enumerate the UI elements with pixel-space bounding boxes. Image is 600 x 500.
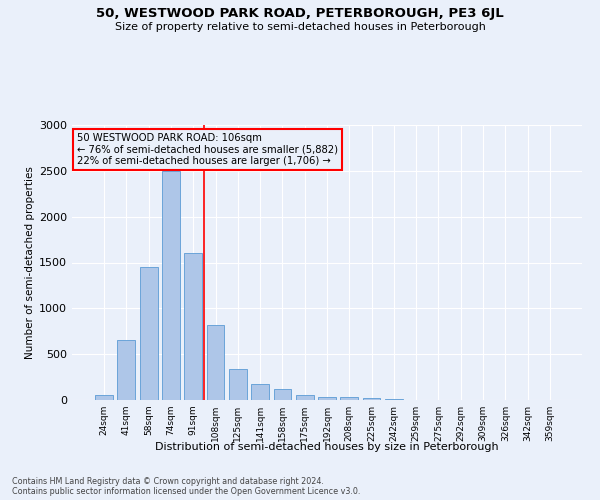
Y-axis label: Number of semi-detached properties: Number of semi-detached properties	[25, 166, 35, 359]
Bar	[296, 394, 314, 400]
Text: Distribution of semi-detached houses by size in Peterborough: Distribution of semi-detached houses by …	[155, 442, 499, 452]
Bar	[274, 390, 292, 400]
Bar	[385, 399, 403, 400]
Bar	[251, 384, 269, 400]
Bar	[140, 267, 158, 400]
Bar	[206, 325, 224, 400]
Bar	[162, 171, 180, 400]
Bar	[340, 397, 358, 400]
Bar	[184, 254, 202, 400]
Text: Contains HM Land Registry data © Crown copyright and database right 2024.: Contains HM Land Registry data © Crown c…	[12, 478, 324, 486]
Bar	[362, 398, 380, 400]
Bar	[118, 340, 136, 400]
Text: 50, WESTWOOD PARK ROAD, PETERBOROUGH, PE3 6JL: 50, WESTWOOD PARK ROAD, PETERBOROUGH, PE…	[96, 8, 504, 20]
Text: Size of property relative to semi-detached houses in Peterborough: Size of property relative to semi-detach…	[115, 22, 485, 32]
Bar	[318, 397, 336, 400]
Text: Contains public sector information licensed under the Open Government Licence v3: Contains public sector information licen…	[12, 488, 361, 496]
Bar	[229, 369, 247, 400]
Text: 50 WESTWOOD PARK ROAD: 106sqm
← 76% of semi-detached houses are smaller (5,882)
: 50 WESTWOOD PARK ROAD: 106sqm ← 76% of s…	[77, 133, 338, 166]
Bar	[95, 396, 113, 400]
